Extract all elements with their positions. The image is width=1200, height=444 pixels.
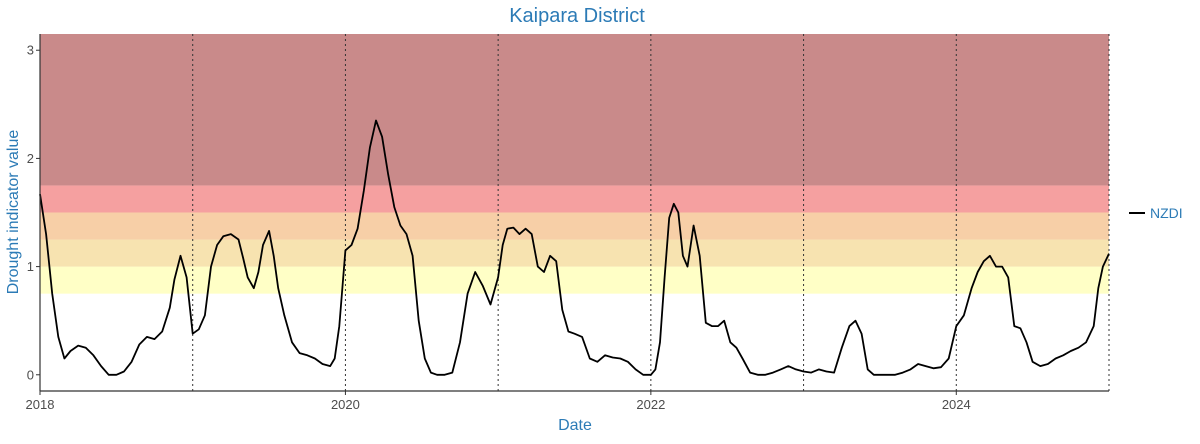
series-line-nzdi — [39, 119, 1110, 376]
severity-band-3 — [40, 212, 1109, 240]
severity-band-4 — [40, 185, 1109, 213]
x-axis-title: Date — [558, 417, 592, 434]
severity-band-1 — [40, 266, 1109, 294]
y-tick-label: 0 — [27, 367, 34, 382]
severity-band-5 — [40, 34, 1109, 186]
severity-bands — [40, 34, 1109, 294]
y-tick-label: 2 — [27, 151, 34, 166]
series-layer — [39, 119, 1110, 376]
x-tick-label: 2020 — [331, 397, 360, 412]
ticks: 2018 2020 2022 2024 0 1 2 3 — [26, 43, 971, 412]
x-tick-label: 2018 — [26, 397, 55, 412]
y-tick-label: 3 — [27, 43, 34, 58]
y-axis-title: Drought indicator value — [5, 130, 22, 295]
severity-band-2 — [40, 239, 1109, 267]
legend-label-nzdi: NZDI — [1150, 205, 1183, 221]
axes — [39, 34, 1109, 392]
y-tick-label: 1 — [27, 259, 34, 274]
legend: NZDI — [1129, 205, 1183, 221]
x-tick-label: 2024 — [942, 397, 971, 412]
x-tick-label: 2022 — [636, 397, 665, 412]
chart-title: Kaipara District — [509, 5, 645, 27]
